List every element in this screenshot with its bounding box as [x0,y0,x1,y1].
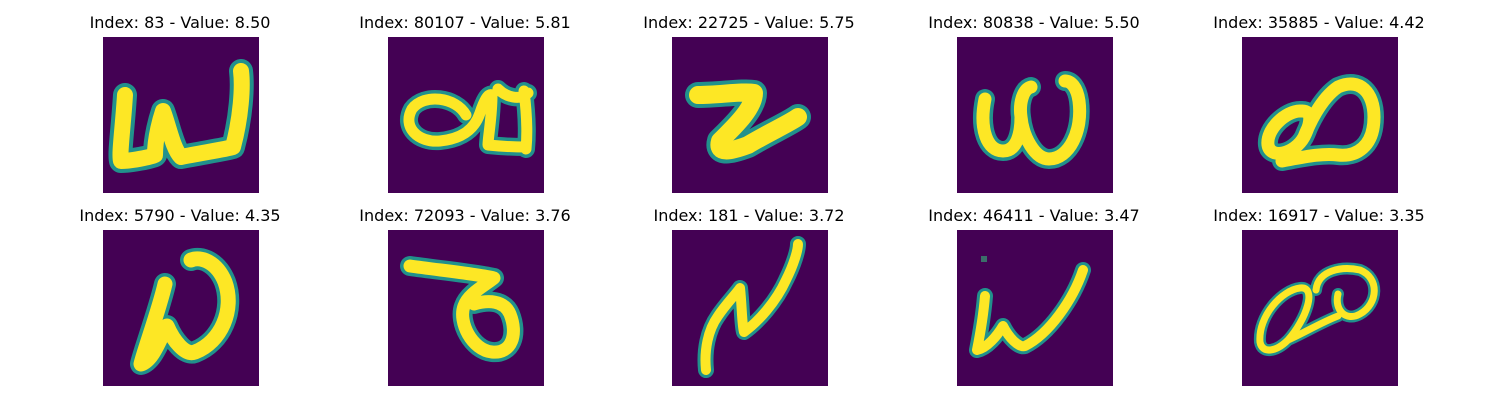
panel-4: Index: 80838 - Value: 5.50 [904,13,1164,193]
panel-title: Index: 181 - Value: 3.72 [653,206,845,225]
panel-title: Index: 35885 - Value: 4.42 [1213,13,1425,32]
panel-1: Index: 83 - Value: 8.50 [50,13,310,193]
panel-title: Index: 80107 - Value: 5.81 [359,13,571,32]
handwritten-glyph-image [672,37,828,193]
handwritten-glyph-image [957,37,1113,193]
panel-7: Index: 72093 - Value: 3.76 [335,206,595,386]
panel-8: Index: 181 - Value: 3.72 [619,206,879,386]
panel-title: Index: 83 - Value: 8.50 [89,13,271,32]
panel-title: Index: 22725 - Value: 5.75 [643,13,855,32]
panel-title: Index: 16917 - Value: 3.35 [1213,206,1425,225]
panel-title: Index: 46411 - Value: 3.47 [928,206,1140,225]
handwritten-glyph-image [103,37,259,193]
panel-2: Index: 80107 - Value: 5.81 [335,13,595,193]
panel-3: Index: 22725 - Value: 5.75 [619,13,879,193]
handwritten-glyph-image [957,230,1113,386]
handwritten-glyph-image [1242,37,1398,193]
panel-title: Index: 80838 - Value: 5.50 [928,13,1140,32]
handwritten-glyph-image [103,230,259,386]
handwritten-glyph-image [672,230,828,386]
handwritten-glyph-image [388,230,544,386]
panel-5: Index: 35885 - Value: 4.42 [1189,13,1449,193]
panel-9: Index: 46411 - Value: 3.47 [904,206,1164,386]
panel-title: Index: 72093 - Value: 3.76 [359,206,571,225]
panel-title: Index: 5790 - Value: 4.35 [79,206,281,225]
handwritten-glyph-image [1242,230,1398,386]
panel-10: Index: 16917 - Value: 3.35 [1189,206,1449,386]
panel-6: Index: 5790 - Value: 4.35 [50,206,310,386]
handwritten-glyph-image [388,37,544,193]
